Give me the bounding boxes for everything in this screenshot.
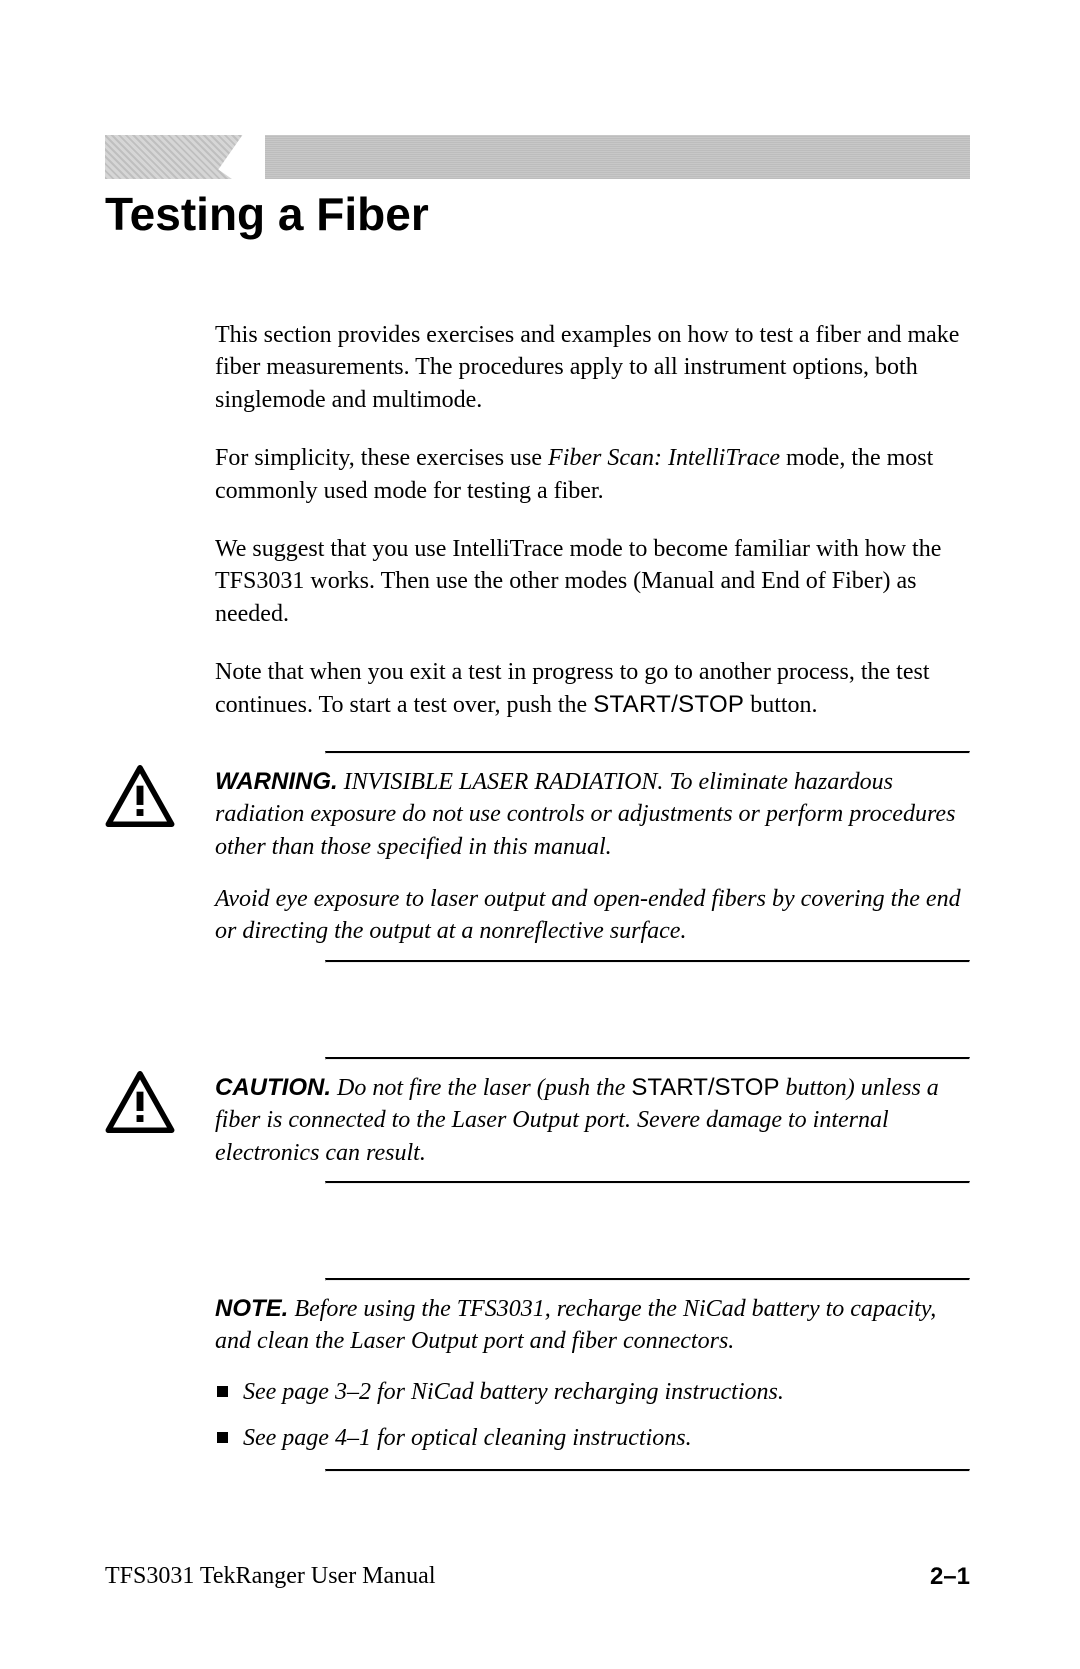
intro-p2: For simplicity, these exercises use Fibe… xyxy=(215,442,970,507)
page-footer: TFS3031 TekRanger User Manual 2–1 xyxy=(105,1563,970,1591)
note-bullets: See page 3–2 for NiCad battery rechargin… xyxy=(215,1376,970,1455)
intro-p1: This section provides exercises and exam… xyxy=(215,319,970,416)
start-stop-label: START/STOP xyxy=(593,691,744,718)
page-title: Testing a Fiber xyxy=(105,187,970,241)
spacer xyxy=(105,975,970,1027)
note-text: NOTE. Before using the TFS3031, recharge… xyxy=(215,1293,970,1455)
intro-block: This section provides exercises and exam… xyxy=(215,319,970,721)
warning-icon xyxy=(105,765,175,827)
banner-texture-right xyxy=(265,135,970,179)
rule xyxy=(325,1057,970,1060)
warning-line2: Avoid eye exposure to laser output and o… xyxy=(215,883,970,948)
intro-p4: Note that when you exit a test in progre… xyxy=(215,656,970,721)
rule xyxy=(325,751,970,754)
warning-label: WARNING. xyxy=(215,768,338,795)
note-label: NOTE. xyxy=(215,1295,288,1322)
header-banner xyxy=(105,135,970,179)
caution-btn: START/STOP xyxy=(631,1074,779,1101)
intro-p2-lead: For simplicity, these exercises use xyxy=(215,445,548,471)
banner-accent-left xyxy=(105,135,265,179)
note-bullet-1: See page 3–2 for NiCad battery rechargin… xyxy=(215,1376,970,1408)
intro-p4-b: button. xyxy=(744,692,817,718)
footer-left: TFS3031 TekRanger User Manual xyxy=(105,1563,436,1591)
caution-icon xyxy=(105,1071,175,1133)
intro-p4-a: Note that when you exit a test in progre… xyxy=(215,659,930,717)
note-body: Before using the TFS3031, recharge the N… xyxy=(215,1296,936,1354)
rule xyxy=(325,1469,970,1472)
intro-p2-em: Fiber Scan: IntelliTrace xyxy=(548,445,780,471)
footer-page-number: 2–1 xyxy=(930,1563,970,1591)
intro-p3: We suggest that you use IntelliTrace mod… xyxy=(215,533,970,630)
caution-text: CAUTION. Do not fire the laser (push the… xyxy=(215,1072,970,1169)
rule xyxy=(325,1181,970,1184)
warning-text: WARNING. INVISIBLE LASER RADIATION. To e… xyxy=(215,766,970,948)
spacer xyxy=(105,1196,970,1248)
caution-block: CAUTION. Do not fire the laser (push the… xyxy=(105,1057,970,1184)
warning-block: WARNING. INVISIBLE LASER RADIATION. To e… xyxy=(105,751,970,963)
note-block: NOTE. Before using the TFS3031, recharge… xyxy=(105,1278,970,1472)
note-bullet-2: See page 4–1 for optical cleaning instru… xyxy=(215,1422,970,1454)
caution-a: Do not fire the laser (push the xyxy=(331,1075,631,1101)
page: Testing a Fiber This section provides ex… xyxy=(0,0,1080,1669)
rule xyxy=(325,960,970,963)
rule xyxy=(325,1278,970,1281)
caution-label: CAUTION. xyxy=(215,1074,331,1101)
